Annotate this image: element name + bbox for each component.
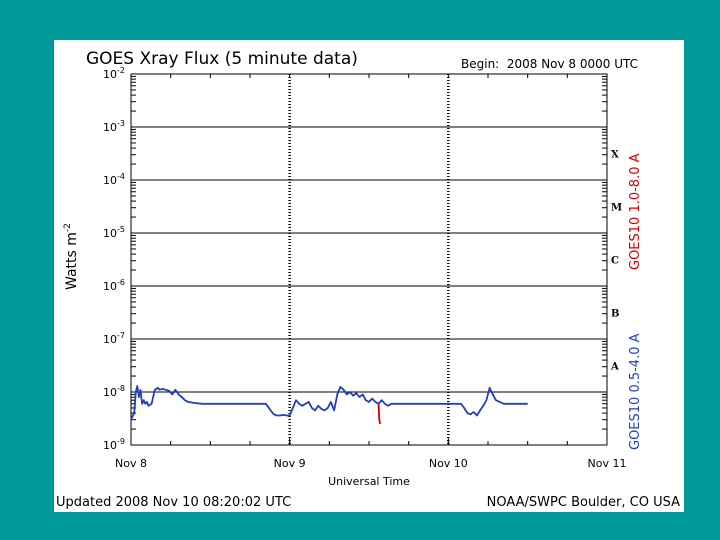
xray-flux-chart: GOES Xray Flux (5 minute data) Begin: 20… [56,49,680,510]
chart-title: GOES Xray Flux (5 minute data) [86,49,358,69]
flare-class-label: X [611,150,619,161]
flare-class-label: M [611,203,622,214]
y-tick-label: 10-3 [103,119,125,134]
y-tick-label: 10-8 [103,384,125,399]
x-tick-label: Nov 8 [115,457,147,470]
y-tick-label: 10-7 [103,331,125,346]
x-tick-label: Nov 10 [429,457,468,470]
flare-class-label: C [611,256,619,267]
source-credit: NOAA/SWPC Boulder, CO USA [487,495,680,510]
x-axis-label: Universal Time [328,475,410,488]
x-tick-label: Nov 11 [588,457,627,470]
y-tick-label: 10-2 [103,66,125,81]
grid-horizontal [131,73,607,446]
series-line [377,403,381,425]
plot-frame [130,73,608,446]
y-tick-label: 10-9 [103,437,125,452]
minor-ticks [131,75,607,430]
series-layer [130,385,528,425]
x-tick-labels: Nov 8 Nov 9 Nov 10 Nov 11 [115,457,626,470]
series-line [130,385,528,421]
y-tick-labels: 10-2 10-3 10-4 10-5 10-6 10-7 10-8 10-9 [103,66,125,452]
begin-label: Begin: 2008 Nov 8 0000 UTC [461,57,638,71]
flare-class-label: B [611,309,619,320]
y-tick-label: 10-4 [103,172,125,187]
y-axis-label: Watts m-2 [63,223,80,290]
updated-timestamp: Updated 2008 Nov 10 08:20:02 UTC [56,495,291,510]
grid-vertical [130,74,608,445]
legend-long-channel: GOES10 1.0-8.0 A [628,153,643,270]
x-tick-label: Nov 9 [274,457,306,470]
flare-class-labels: X M C B A [610,150,622,373]
flare-class-label: A [610,362,619,373]
chart-panel: GOES Xray Flux (5 minute data) Begin: 20… [54,40,684,512]
legend-short-channel: GOES10 0.5-4.0 A [628,333,643,450]
y-tick-label: 10-5 [103,225,125,240]
y-tick-label: 10-6 [103,278,125,293]
